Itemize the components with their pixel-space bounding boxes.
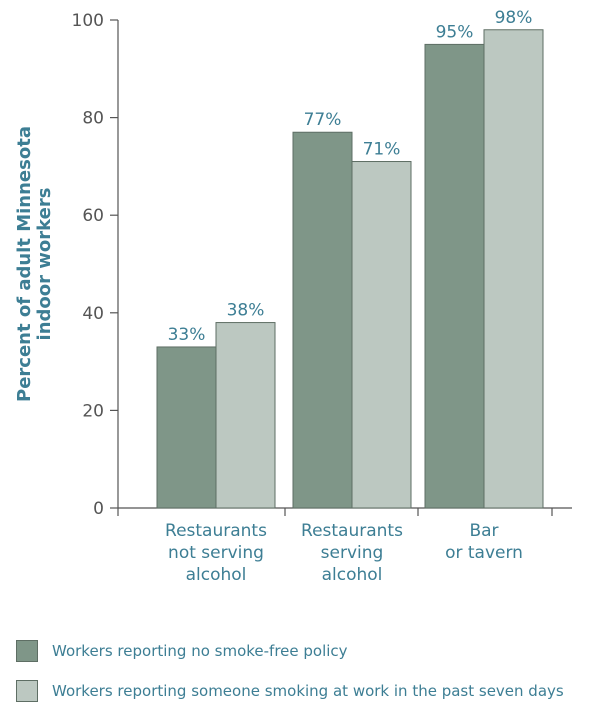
data-label-series2-2: 71%	[363, 140, 401, 160]
y-tick-label: 40	[82, 304, 104, 324]
data-label-series1-3: 95%	[436, 22, 474, 42]
legend-swatch-no-policy	[16, 640, 38, 662]
legend-swatch-smoking	[16, 680, 38, 702]
chart-svg: 0 20 40 60 80 100 33% 77% 95% 38% 71% 98% Restaurant…	[14, 8, 572, 610]
x-axis-title: Type of workplace	[233, 607, 427, 610]
y-tick-label: 20	[82, 401, 104, 421]
bar-series2-2	[351, 161, 412, 509]
x-tick-label: Restaurants	[301, 521, 403, 541]
x-tick-label: Restaurants	[165, 521, 267, 541]
bar-series1-1	[156, 346, 217, 509]
data-label-series1-2: 77%	[304, 110, 342, 130]
y-axis-title: Percent of adult Minnesota	[14, 126, 35, 402]
legend-item-no-policy: Workers reporting no smoke-free policy	[16, 640, 596, 662]
bar-series1-3	[424, 43, 485, 509]
bar-series2-3	[483, 29, 544, 509]
x-tick-label: not serving	[168, 543, 264, 563]
y-tick-label: 60	[82, 206, 104, 226]
y-tick-label: 0	[93, 499, 104, 519]
x-tick-label: or tavern	[445, 543, 523, 563]
y-tick-label: 80	[82, 109, 104, 129]
bar-chart: 0 20 40 60 80 100 33% 77% 95% 38% 71% 98% Restaurant…	[14, 8, 572, 610]
legend: Workers reporting no smoke-free policy W…	[16, 640, 596, 720]
data-label-series1-1: 33%	[168, 325, 206, 345]
x-tick-label: alcohol	[186, 565, 247, 585]
bar-series2-1	[215, 322, 276, 509]
x-tick-label: alcohol	[322, 565, 383, 585]
data-label-series2-1: 38%	[227, 301, 265, 321]
y-tick-label: 100	[72, 11, 104, 31]
legend-item-smoking: Workers reporting someone smoking at wor…	[16, 680, 596, 702]
x-tick-label: serving	[321, 543, 384, 563]
bar-series1-2	[292, 131, 353, 509]
x-tick-label: Bar	[469, 521, 498, 541]
legend-label-no-policy: Workers reporting no smoke-free policy	[52, 642, 348, 660]
y-axis-title: indoor workers	[34, 188, 55, 341]
legend-label-smoking: Workers reporting someone smoking at wor…	[52, 682, 564, 700]
data-label-series2-3: 98%	[495, 8, 533, 28]
